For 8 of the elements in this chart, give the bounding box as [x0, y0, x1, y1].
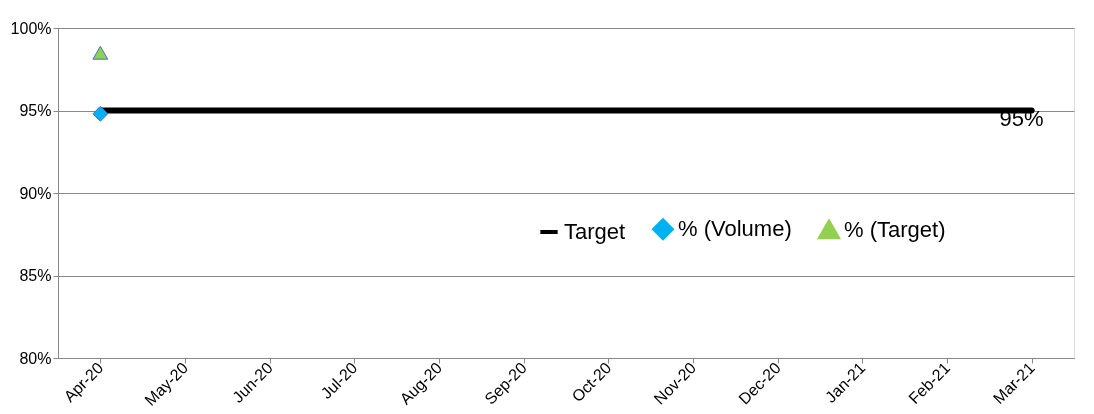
y-tick-label: 95%	[19, 102, 52, 119]
legend-label: Target	[564, 219, 626, 244]
y-tick-label: 80%	[19, 349, 52, 367]
y-tick-label: 90%	[19, 184, 52, 202]
legend-label: % (Volume)	[678, 216, 792, 242]
legend-label: % (Target)	[844, 216, 946, 242]
y-tick-label: 100%	[10, 19, 52, 37]
y-tick-label: 85%	[19, 267, 52, 284]
